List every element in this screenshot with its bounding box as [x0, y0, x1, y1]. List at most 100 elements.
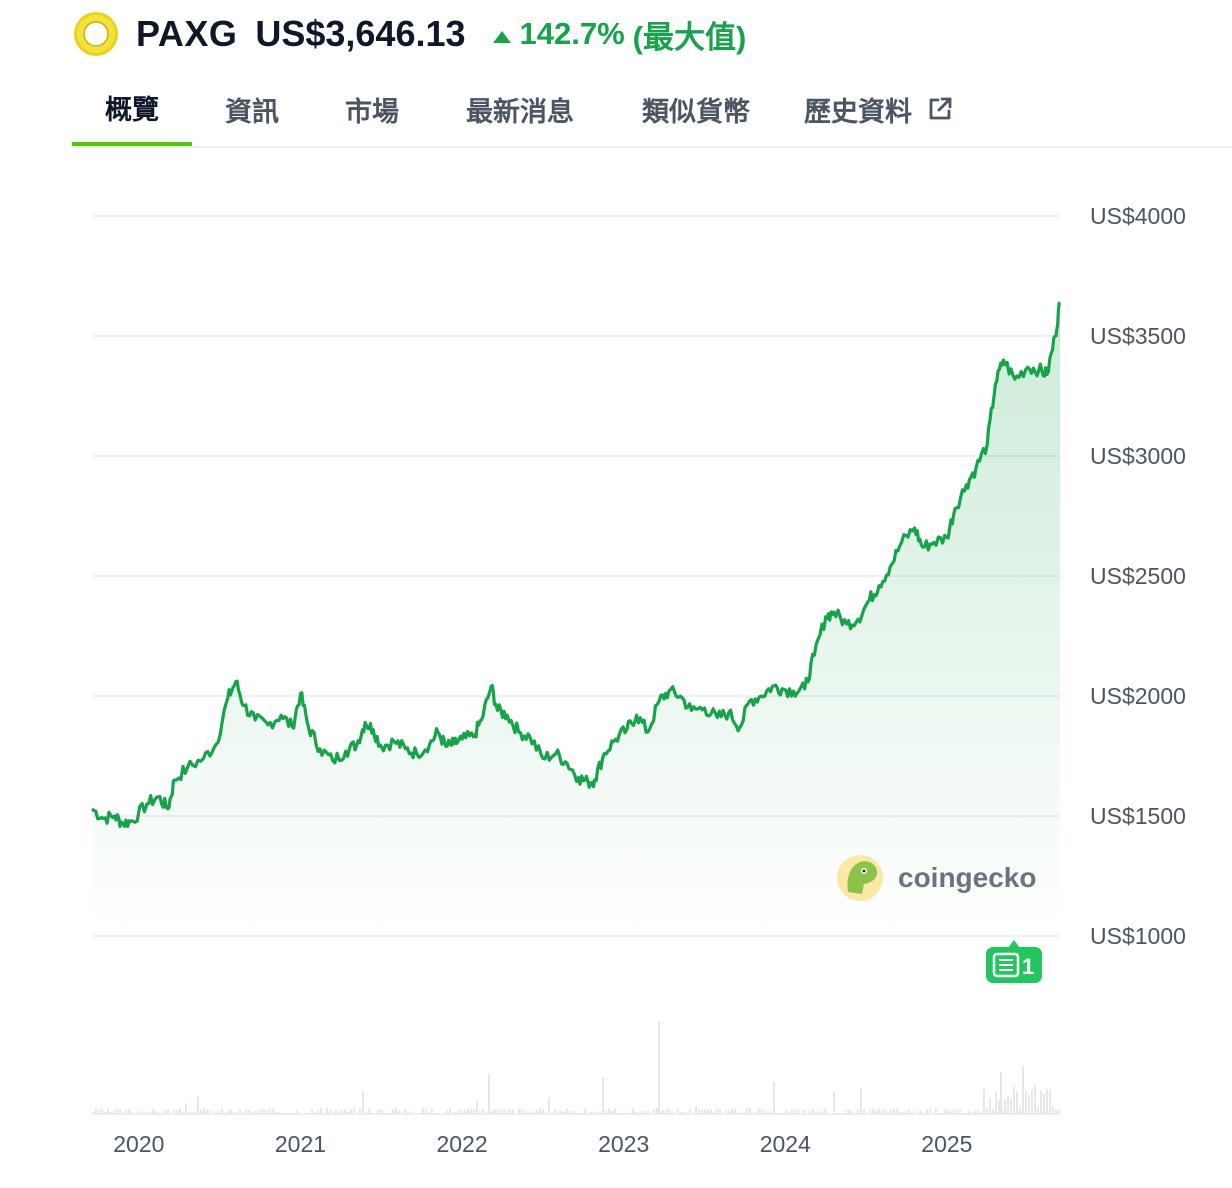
volume-bar	[1016, 1091, 1018, 1114]
volume-bar	[164, 1110, 166, 1114]
price-change: 142.7% (最大值)	[492, 12, 746, 57]
volume-bar	[272, 1108, 274, 1114]
volume-bar	[1007, 1096, 1009, 1114]
volume-bar	[197, 1096, 199, 1114]
volume-bar	[755, 1112, 757, 1114]
volume-bar	[530, 1111, 532, 1114]
volume-bar	[557, 1112, 559, 1114]
volume-bar	[1058, 1109, 1060, 1114]
volume-bar	[491, 1110, 493, 1114]
volume-bar	[482, 1109, 484, 1114]
volume-bar	[533, 1111, 535, 1114]
volume-bar	[980, 1111, 982, 1114]
volume-bar	[599, 1111, 601, 1114]
volume-bar	[404, 1108, 406, 1114]
volume-bar	[155, 1110, 157, 1114]
volume-bar	[503, 1109, 505, 1114]
volume-bar	[641, 1111, 643, 1114]
news-badge[interactable]: 1	[986, 940, 1042, 983]
volume-bar	[1049, 1089, 1051, 1114]
volume-bar	[1004, 1099, 1006, 1114]
volume-bar	[989, 1098, 991, 1114]
volume-bar	[878, 1109, 880, 1114]
volume-bar	[257, 1111, 259, 1114]
newspaper-icon	[992, 952, 1020, 978]
tab-overview[interactable]: 概覽	[72, 72, 192, 146]
volume-bar	[536, 1109, 538, 1114]
volume-bar	[392, 1109, 394, 1114]
tab-news[interactable]: 最新消息	[432, 72, 608, 146]
volume-bar	[845, 1110, 847, 1114]
volume-bar	[908, 1109, 910, 1114]
price-area	[92, 302, 1060, 936]
volume-bar	[803, 1109, 805, 1114]
x-axis: 2020 2021 2022 2023 2024 2025	[113, 1131, 972, 1157]
volume-bar	[521, 1109, 523, 1114]
volume-bar	[998, 1100, 1000, 1114]
volume-bar	[455, 1111, 457, 1114]
y-tick-label: US$2000	[1090, 683, 1186, 709]
price-chart[interactable]: US$4000 US$3500 US$3000 US$2500 US$2000 US$15…	[0, 150, 1232, 1188]
volume-bar	[137, 1110, 139, 1114]
tab-similar-coins[interactable]: 類似貨幣	[608, 72, 784, 146]
volume-bar	[317, 1110, 319, 1114]
volume-bar	[548, 1097, 550, 1114]
volume-bar	[311, 1109, 313, 1114]
volume-bar	[383, 1111, 385, 1114]
volume-bar	[917, 1110, 919, 1114]
volume-bar	[656, 1108, 658, 1114]
tab-historical-data[interactable]: 歷史資料	[784, 72, 974, 146]
volume-bar	[701, 1109, 703, 1114]
volume-bar	[851, 1111, 853, 1114]
volume-bar	[902, 1112, 904, 1114]
price-change-value: 142.7%	[519, 16, 625, 51]
volume-bar	[125, 1108, 127, 1114]
volume-bar	[116, 1108, 118, 1114]
volume-bar	[275, 1111, 277, 1114]
volume-bar	[680, 1112, 682, 1114]
volume-bar	[173, 1109, 175, 1114]
volume-bar	[590, 1111, 592, 1114]
y-axis: US$4000 US$3500 US$3000 US$2500 US$2000 US$15…	[1090, 203, 1186, 949]
volume-bar	[716, 1108, 718, 1114]
volume-bar	[740, 1111, 742, 1114]
tab-info[interactable]: 資訊	[192, 72, 312, 146]
external-link-icon	[926, 95, 954, 123]
volume-bar	[230, 1109, 232, 1114]
volume-bar	[920, 1110, 922, 1114]
volume-bar	[446, 1110, 448, 1114]
volume-bar	[1028, 1095, 1030, 1114]
volume-bar	[824, 1108, 826, 1114]
volume-bar	[818, 1111, 820, 1114]
volume-bar	[848, 1109, 850, 1114]
tab-markets[interactable]: 市場	[312, 72, 432, 146]
volume-bar	[344, 1108, 346, 1114]
y-tick-label: US$3000	[1090, 443, 1186, 469]
volume-bar	[1040, 1090, 1042, 1114]
volume-bar	[527, 1111, 529, 1114]
volume-bar	[773, 1082, 775, 1114]
volume-bar	[341, 1110, 343, 1114]
volume-bar	[1055, 1109, 1057, 1114]
volume-bar	[227, 1110, 229, 1114]
volume-bar	[566, 1108, 568, 1114]
volume-bar	[968, 1111, 970, 1114]
volume-bars	[92, 1022, 1060, 1114]
volume-bar	[797, 1108, 799, 1114]
volume-bar	[812, 1109, 814, 1114]
volume-bar	[992, 1109, 994, 1114]
volume-bar	[713, 1111, 715, 1114]
volume-bar	[662, 1110, 664, 1114]
volume-bar	[869, 1111, 871, 1114]
y-tick-label: US$1000	[1090, 923, 1186, 949]
volume-bar	[983, 1089, 985, 1114]
volume-bar	[935, 1108, 937, 1114]
volume-bar	[500, 1109, 502, 1114]
news-count: 1	[1022, 954, 1034, 979]
volume-bar	[767, 1111, 769, 1114]
volume-bar	[575, 1111, 577, 1114]
volume-bar	[665, 1109, 667, 1114]
volume-bar	[1000, 1072, 1002, 1114]
volume-bar	[611, 1110, 613, 1114]
volume-bar	[194, 1111, 196, 1114]
